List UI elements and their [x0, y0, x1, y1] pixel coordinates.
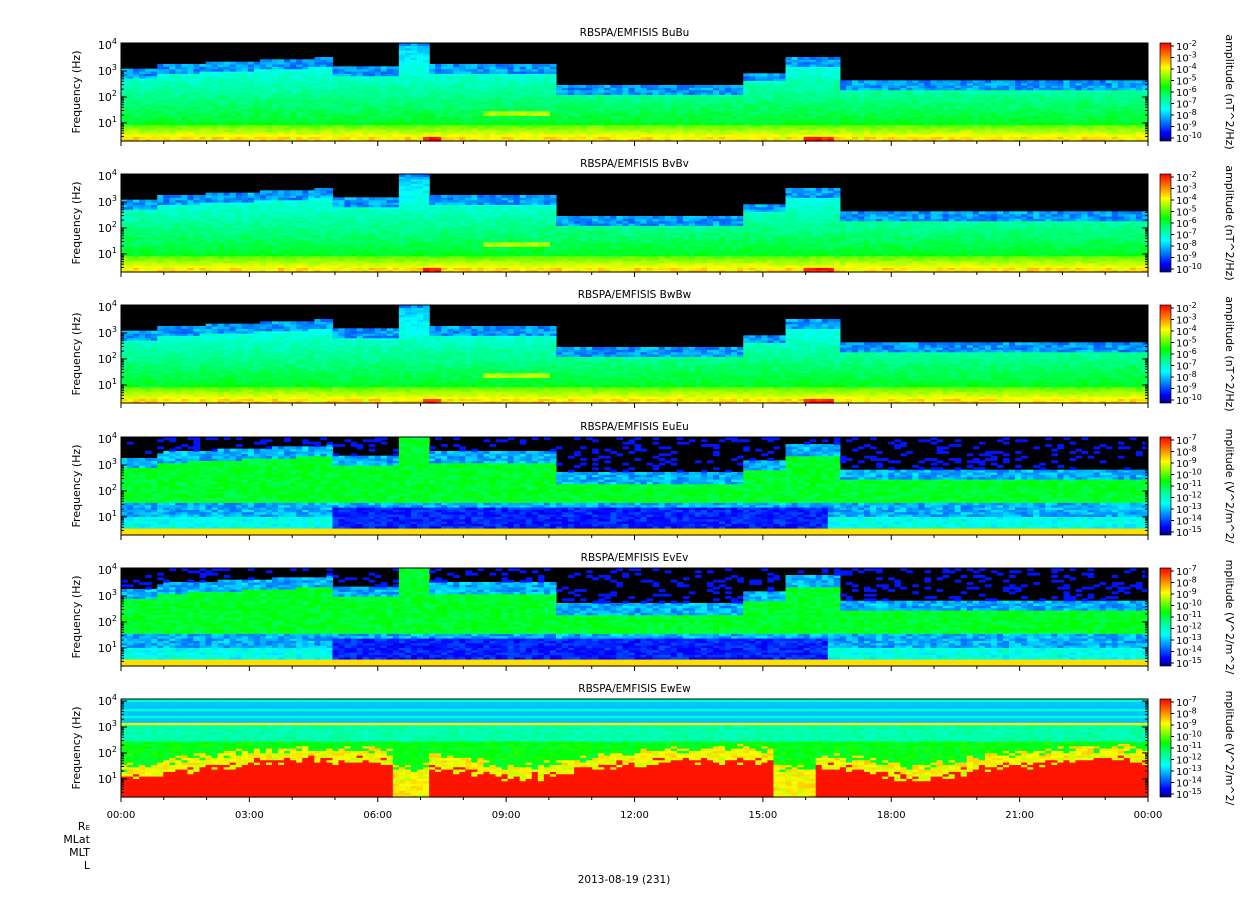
- y-tick-label: 103: [98, 457, 117, 472]
- x-tick-label: 21:00: [1005, 810, 1034, 821]
- colorbar: 10-210-310-410-510-610-710-810-910-10 amp…: [1160, 296, 1236, 411]
- colorbar-label: mplitude (V^2/m^2/: [1223, 429, 1236, 544]
- colorbar-tick-label: 10-15: [1176, 787, 1202, 801]
- spectrogram-image: [121, 43, 1149, 142]
- ephemeris-label-mlat: MLat: [10, 833, 90, 846]
- colorbar-label: mplitude (V^2/m^2/: [1223, 691, 1236, 806]
- y-tick-label: 104: [98, 693, 117, 708]
- colorbar-tick-label: 10-10: [1176, 393, 1202, 407]
- spectrogram-panel: RBSPA/EMFISIS BuBu Frequency (Hz) 101 102 10…: [70, 27, 1236, 150]
- x-tick-label: 12:00: [620, 810, 649, 821]
- y-tick-label: 101: [98, 771, 117, 786]
- y-tick-label: 103: [98, 194, 117, 209]
- y-axis-label: Frequency (Hz): [70, 313, 83, 396]
- y-tick-label: 103: [98, 63, 117, 78]
- colorbar: 10-710-810-910-1010-1110-1210-1310-1410-…: [1160, 691, 1236, 806]
- y-tick-label: 102: [98, 220, 117, 235]
- spectrogram-panel: RBSPA/EMFISIS EwEw Frequency (Hz) 101 102 10…: [70, 683, 1236, 806]
- y-tick-label: 103: [98, 719, 117, 734]
- colorbar-label: amplitude (nT^2/Hz): [1223, 165, 1236, 280]
- spectrogram-panel: RBSPA/EMFISIS EvEv Frequency (Hz) 101 102 10…: [70, 552, 1236, 675]
- y-tick-label: 104: [98, 299, 117, 314]
- panel-title: RBSPA/EMFISIS EuEu: [580, 421, 689, 433]
- panel-title: RBSPA/EMFISIS EvEv: [581, 552, 689, 564]
- colorbar: 10-210-310-410-510-610-710-810-910-10 amp…: [1160, 34, 1236, 149]
- spectrogram-panel: RBSPA/EMFISIS BvBv Frequency (Hz) 101 102 10…: [70, 158, 1236, 281]
- spectrogram-image: [121, 174, 1149, 273]
- panel-title: RBSPA/EMFISIS BwBw: [578, 289, 692, 301]
- x-axis: 00:00 03:00 06:00 09:00 12:00 15:00 18:00 21:00…: [107, 810, 1163, 821]
- y-axis-label: Frequency (Hz): [70, 707, 83, 790]
- spectrogram-image: [121, 437, 1149, 536]
- y-tick-label: 101: [98, 115, 117, 130]
- colorbar-label: amplitude (nT^2/Hz): [1223, 296, 1236, 411]
- colorbar-tick-label: 10-10: [1176, 262, 1202, 276]
- panel-title: RBSPA/EMFISIS BuBu: [580, 27, 690, 39]
- ephemeris-label-l: L: [10, 859, 90, 872]
- colorbar-tick-label: 10-10: [1176, 131, 1202, 145]
- x-tick-label: 15:00: [748, 810, 777, 821]
- y-axis-label: Frequency (Hz): [70, 182, 83, 265]
- x-tick-label: 09:00: [492, 810, 521, 821]
- y-tick-label: 101: [98, 509, 117, 524]
- y-tick-label: 102: [98, 483, 117, 498]
- spectrogram-image: [121, 699, 1149, 798]
- colorbar: 10-710-810-910-1010-1110-1210-1310-1410-…: [1160, 560, 1236, 675]
- colorbar-tick-label: 10-15: [1176, 525, 1202, 539]
- colorbar: 10-210-310-410-510-610-710-810-910-10 amp…: [1160, 165, 1236, 280]
- y-tick-label: 101: [98, 640, 117, 655]
- x-tick-label: 18:00: [877, 810, 906, 821]
- y-axis-label: Frequency (Hz): [70, 576, 83, 659]
- y-tick-label: 103: [98, 325, 117, 340]
- x-tick-label: 00:00: [1134, 810, 1163, 821]
- panel-title: RBSPA/EMFISIS BvBv: [580, 158, 689, 170]
- colorbar-tick-label: 10-15: [1176, 656, 1202, 670]
- y-axis-label: Frequency (Hz): [70, 51, 83, 134]
- ephemeris-label-mlt: MLT: [10, 846, 90, 859]
- date-label: 2013-08-19 (231): [0, 874, 1248, 886]
- y-axis-label: Frequency (Hz): [70, 445, 83, 528]
- colorbar: 10-710-810-910-1010-1110-1210-1310-1410-…: [1160, 429, 1236, 544]
- y-tick-label: 104: [98, 562, 117, 577]
- colorbar-label: mplitude (V^2/m^2/: [1223, 560, 1236, 675]
- x-tick-label: 03:00: [235, 810, 264, 821]
- y-tick-label: 102: [98, 745, 117, 760]
- spectrogram-panel: RBSPA/EMFISIS BwBw Frequency (Hz) 101 102 10…: [70, 289, 1236, 412]
- ephemeris-label-re: RE: [10, 820, 90, 833]
- spectrogram-panel: RBSPA/EMFISIS EuEu Frequency (Hz) 101 102 10…: [70, 421, 1236, 544]
- y-tick-label: 104: [98, 431, 117, 446]
- spectrogram-image: [121, 305, 1149, 404]
- y-tick-label: 104: [98, 168, 117, 183]
- y-tick-label: 102: [98, 614, 117, 629]
- y-tick-label: 102: [98, 351, 117, 366]
- panel-title: RBSPA/EMFISIS EwEw: [578, 683, 691, 695]
- x-tick-label: 00:00: [107, 810, 136, 821]
- y-tick-label: 103: [98, 588, 117, 603]
- y-tick-label: 101: [98, 246, 117, 261]
- y-tick-label: 102: [98, 89, 117, 104]
- x-tick-label: 06:00: [363, 810, 392, 821]
- y-tick-label: 101: [98, 377, 117, 392]
- y-tick-label: 104: [98, 37, 117, 52]
- spectrogram-image: [121, 568, 1149, 667]
- colorbar-label: amplitude (nT^2/Hz): [1223, 34, 1236, 149]
